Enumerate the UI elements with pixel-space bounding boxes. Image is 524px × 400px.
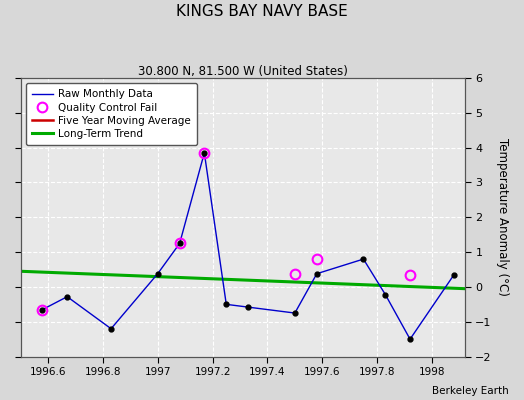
- Title: 30.800 N, 81.500 W (United States): 30.800 N, 81.500 W (United States): [138, 65, 347, 78]
- Legend: Raw Monthly Data, Quality Control Fail, Five Year Moving Average, Long-Term Tren: Raw Monthly Data, Quality Control Fail, …: [26, 83, 197, 145]
- Raw Monthly Data: [64, 294, 70, 299]
- Raw Monthly Data: [177, 241, 183, 246]
- Raw Monthly Data: [314, 271, 320, 276]
- Raw Monthly Data: [292, 311, 298, 316]
- Quality Control Fail: [201, 150, 208, 155]
- Quality Control Fail: [177, 241, 183, 246]
- Quality Control Fail: [292, 271, 298, 276]
- Quality Control Fail: [314, 257, 320, 262]
- Quality Control Fail: [407, 272, 413, 277]
- Raw Monthly Data: [245, 305, 252, 310]
- Raw Monthly Data: [382, 292, 388, 297]
- Text: KINGS BAY NAVY BASE: KINGS BAY NAVY BASE: [176, 4, 348, 19]
- Raw Monthly Data: [108, 326, 114, 331]
- Line: Quality Control Fail: Quality Control Fail: [38, 148, 415, 314]
- Raw Monthly Data: [39, 307, 46, 312]
- Raw Monthly Data: [201, 150, 208, 155]
- Raw Monthly Data: [155, 271, 161, 276]
- Raw Monthly Data: [407, 337, 413, 342]
- Line: Raw Monthly Data: Raw Monthly Data: [42, 153, 454, 339]
- Y-axis label: Temperature Anomaly (°C): Temperature Anomaly (°C): [496, 138, 509, 296]
- Quality Control Fail: [39, 307, 46, 312]
- Raw Monthly Data: [361, 257, 367, 262]
- Text: Berkeley Earth: Berkeley Earth: [432, 386, 508, 396]
- Raw Monthly Data: [451, 272, 457, 277]
- Raw Monthly Data: [223, 302, 230, 307]
